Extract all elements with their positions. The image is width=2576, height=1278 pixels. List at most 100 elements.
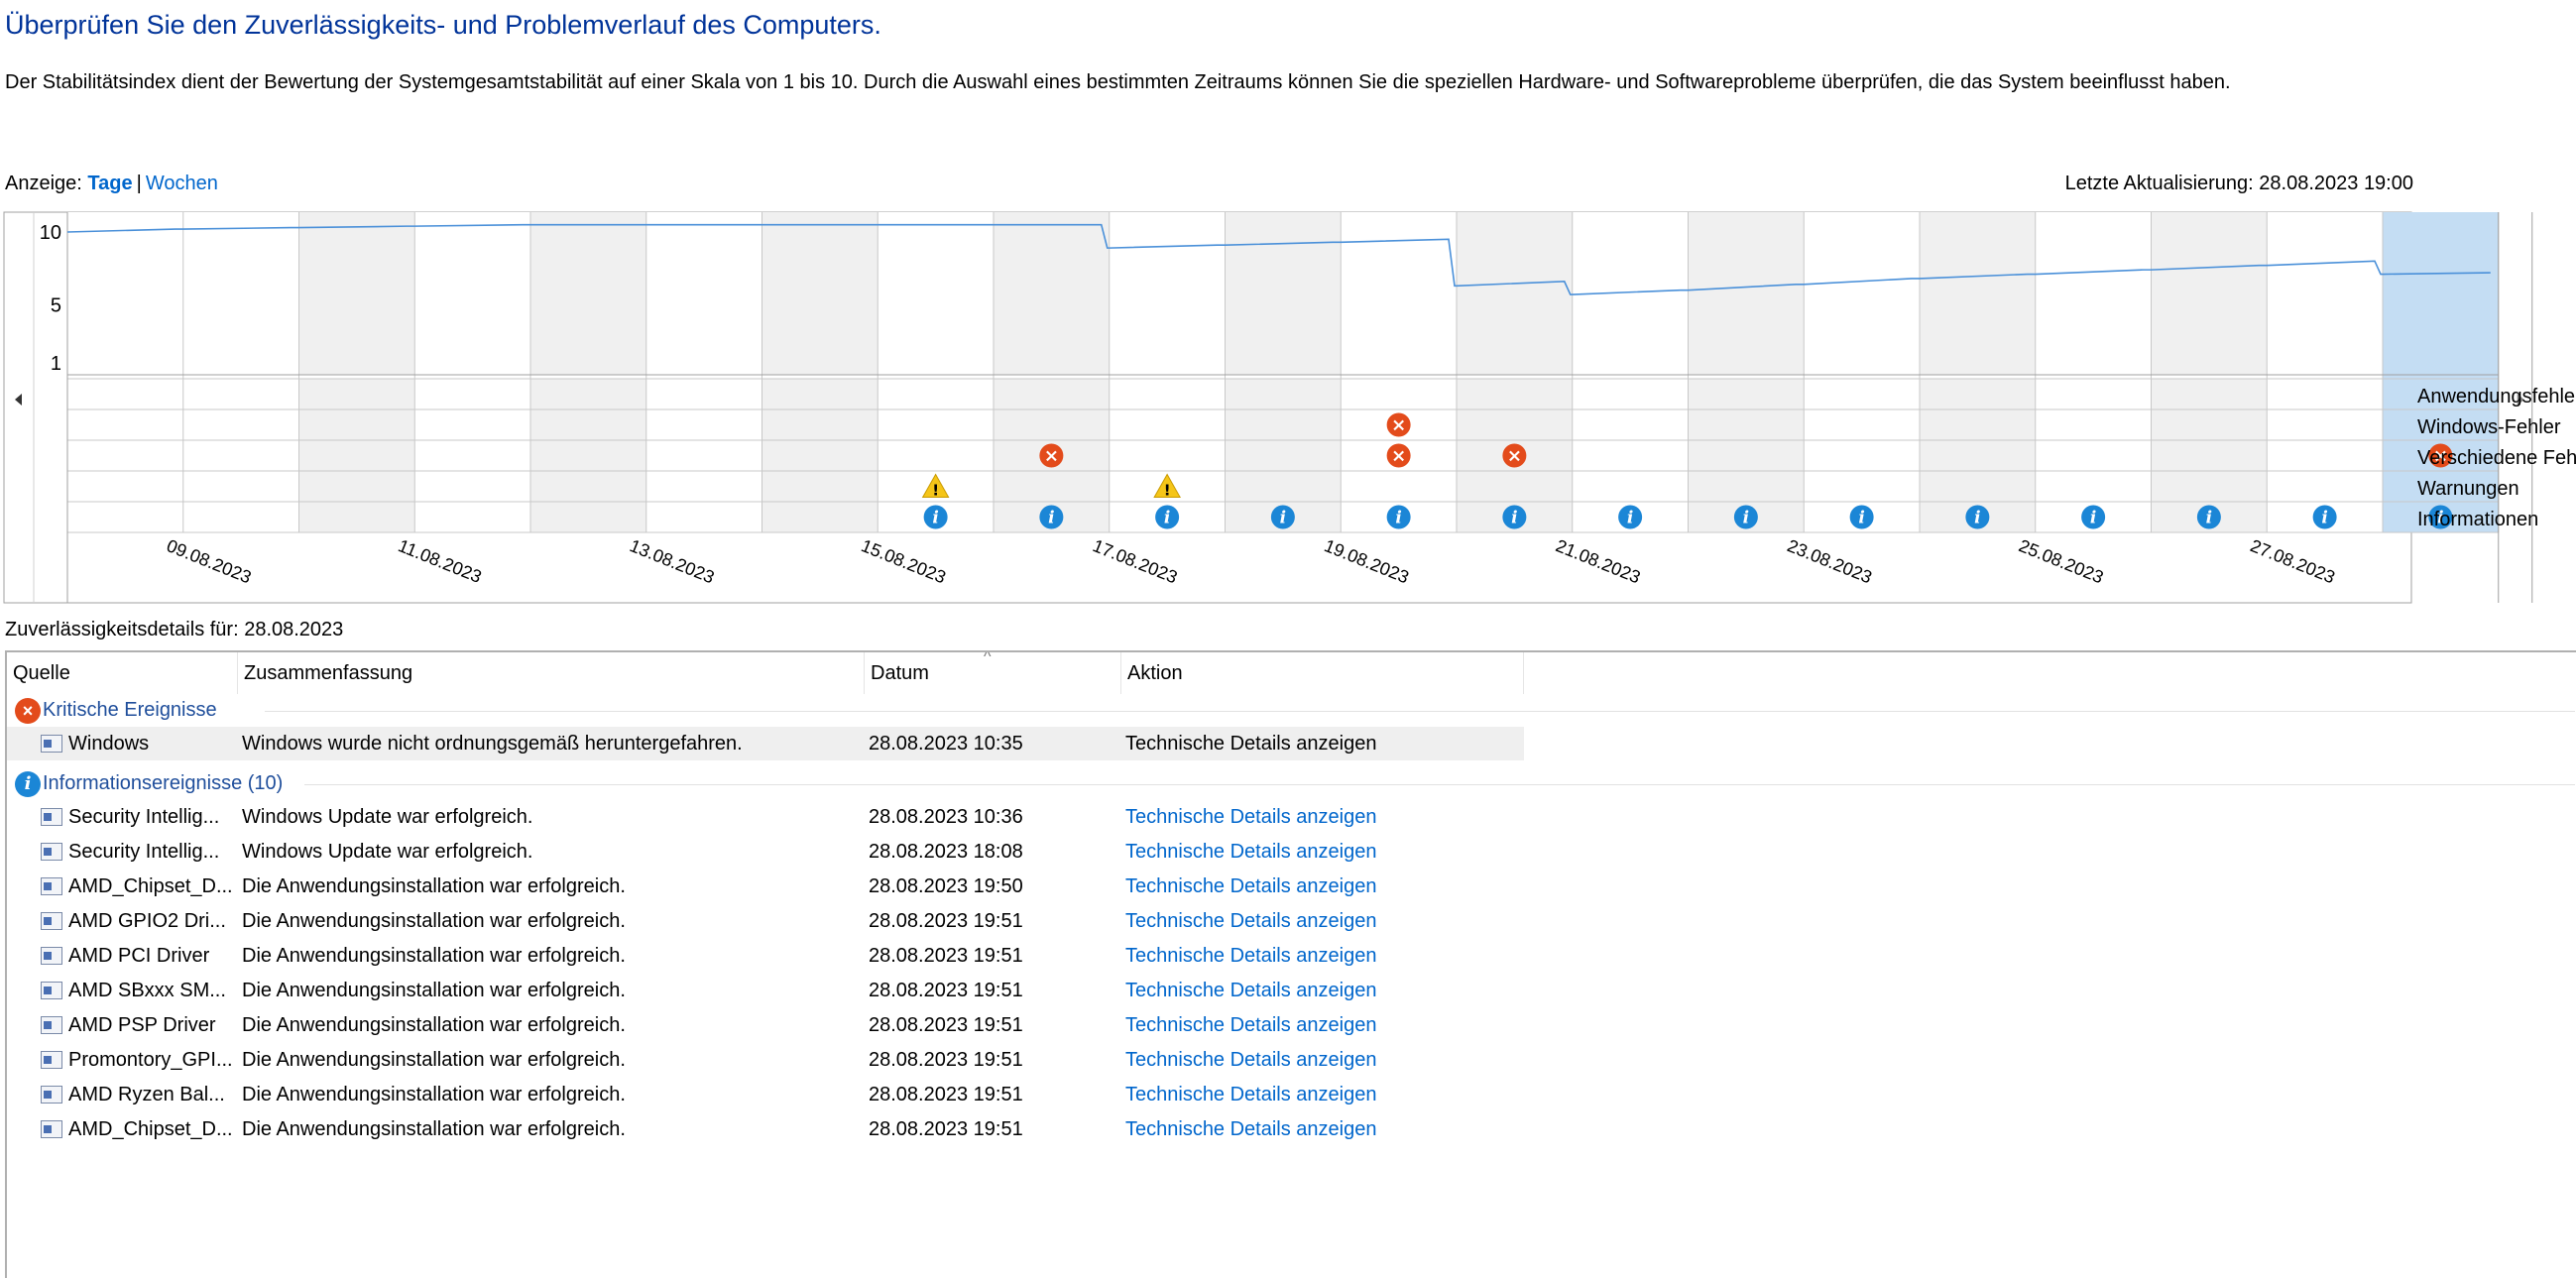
view-days-link[interactable]: Tage: [87, 173, 133, 194]
day-column: [645, 212, 762, 375]
group-divider: [265, 711, 2575, 712]
view-weeks-link[interactable]: Wochen: [145, 173, 218, 194]
row-summary: Die Anwendungsinstallation war erfolgrei…: [242, 980, 626, 1001]
day-column: [182, 212, 299, 375]
group-critical[interactable]: × Kritische Ereignisse: [15, 695, 217, 725]
row-date: 28.08.2023 19:51: [869, 910, 1023, 932]
event-row-label: Windows-Fehler: [2417, 416, 2561, 438]
info-event-mark: i: [1511, 509, 1517, 528]
col-source-header[interactable]: Quelle: [7, 652, 238, 694]
table-row[interactable]: Security Intellig... Windows Update war e…: [7, 835, 1524, 869]
y-tick-label: 10: [40, 222, 61, 244]
row-action-link[interactable]: Technische Details anzeigen: [1125, 980, 1377, 1001]
group-info[interactable]: i Informationsereignisse (10): [15, 768, 283, 798]
row-date: 28.08.2023 19:51: [869, 1118, 1023, 1140]
table-row[interactable]: Security Intellig... Windows Update war e…: [7, 800, 1524, 834]
day-column: [298, 212, 415, 375]
row-source: AMD PCI Driver: [68, 945, 210, 967]
row-action-link[interactable]: Technische Details anzeigen: [1125, 1084, 1377, 1105]
info-event-mark: i: [1627, 509, 1633, 528]
scroll-left-icon[interactable]: [15, 394, 22, 406]
row-date: 28.08.2023 19:51: [869, 980, 1023, 1001]
info-event-mark: i: [1164, 509, 1170, 528]
row-source: Security Intellig...: [68, 806, 220, 828]
info-event-icon: [1849, 505, 1874, 529]
group-info-label: Informationsereignisse (10): [43, 772, 284, 794]
stability-index-line: [66, 223, 2491, 295]
error-event-icon: [1039, 443, 1064, 468]
table-row[interactable]: AMD_Chipset_D... Die Anwendungsinstallati…: [7, 870, 1524, 903]
row-date: 28.08.2023 19:51: [869, 1084, 1023, 1105]
row-action-link[interactable]: Technische Details anzeigen: [1125, 945, 1377, 967]
info-event-icon: [2312, 505, 2337, 529]
table-row[interactable]: Promontory_GPI... Die Anwendungsinstallat…: [7, 1043, 1524, 1077]
row-date: 28.08.2023 19:51: [869, 1049, 1023, 1071]
info-event-mark: i: [2321, 509, 2327, 528]
day-column: [2267, 212, 2383, 375]
row-summary: Windows Update war erfolgreich.: [242, 841, 533, 863]
row-source: AMD_Chipset_D...: [68, 875, 233, 897]
details-table[interactable]: Quelle Zusammenfassung Datum Aktion ^ × K…: [5, 650, 2576, 1278]
application-icon: [41, 1086, 62, 1104]
table-row[interactable]: AMD_Chipset_D... Die Anwendungsinstallati…: [7, 1112, 1524, 1146]
table-row[interactable]: AMD GPIO2 Dri... Die Anwendungsinstallati…: [7, 904, 1524, 938]
col-date-header[interactable]: Datum: [865, 652, 1121, 694]
event-row-label: Warnungen: [2417, 478, 2519, 500]
day-column-events: [530, 379, 646, 532]
row-date: 28.08.2023 19:50: [869, 875, 1023, 897]
page-description: Der Stabilitätsindex dient der Bewertung…: [5, 71, 2231, 93]
col-action-header[interactable]: Aktion: [1121, 652, 1524, 694]
info-event-mark: i: [1743, 509, 1749, 528]
application-icon: [41, 912, 62, 930]
page-title: Überprüfen Sie den Zuverlässigkeits- und…: [5, 10, 881, 40]
day-column-events: [761, 379, 878, 532]
day-column: [878, 212, 994, 375]
row-action-link[interactable]: Technische Details anzeigen: [1125, 1118, 1377, 1140]
row-summary: Die Anwendungsinstallation war erfolgrei…: [242, 875, 626, 897]
event-row-label: Verschiedene Fehler: [2417, 447, 2576, 469]
row-summary: Die Anwendungsinstallation war erfolgrei…: [242, 1084, 626, 1105]
row-date: 28.08.2023 19:51: [869, 1014, 1023, 1036]
info-event-icon: [1155, 505, 1180, 529]
table-row[interactable]: AMD PCI Driver Die Anwendungsinstallation…: [7, 939, 1524, 973]
sort-ascending-icon: ^: [984, 650, 992, 665]
info-event-mark: i: [2090, 509, 2096, 528]
application-icon: [41, 877, 62, 895]
info-event-icon: [1618, 505, 1643, 529]
col-summary-header[interactable]: Zusammenfassung: [238, 652, 865, 694]
row-action-link[interactable]: Technische Details anzeigen: [1125, 910, 1377, 932]
view-selector: Anzeige: Tage | Wochen: [5, 173, 218, 195]
row-action-link[interactable]: Technische Details anzeigen: [1125, 733, 1377, 755]
row-source: AMD PSP Driver: [68, 1014, 216, 1036]
scroll-right-icon[interactable]: [2517, 394, 2524, 406]
table-row[interactable]: AMD PSP Driver Die Anwendungsinstallation…: [7, 1008, 1524, 1042]
row-source: AMD SBxxx SM...: [68, 980, 226, 1001]
info-icon: i: [15, 770, 41, 797]
row-action-link[interactable]: Technische Details anzeigen: [1125, 841, 1377, 863]
day-column: [1341, 212, 1457, 375]
row-summary: Windows wurde nicht ordnungsgemäß herunt…: [242, 733, 743, 755]
error-icon: ×: [15, 697, 41, 724]
details-label: Zuverlässigkeitsdetails für: 28.08.2023: [5, 619, 344, 640]
info-event-icon: [1733, 505, 1758, 529]
row-action-link[interactable]: Technische Details anzeigen: [1125, 1014, 1377, 1036]
table-row[interactable]: AMD SBxxx SM... Die Anwendungsinstallatio…: [7, 974, 1524, 1007]
info-event-icon: [1270, 505, 1295, 529]
table-row[interactable]: AMD Ryzen Bal... Die Anwendungsinstallati…: [7, 1078, 1524, 1111]
row-action-link[interactable]: Technische Details anzeigen: [1125, 1049, 1377, 1071]
y-tick-label: 1: [51, 353, 61, 375]
table-row[interactable]: Windows Windows wurde nicht ordnungsgemäß…: [7, 727, 1524, 760]
application-icon: [41, 1120, 62, 1138]
group-divider: [304, 784, 2575, 785]
error-event-mark: ×: [1507, 446, 1522, 467]
row-source: Promontory_GPI...: [68, 1049, 233, 1071]
day-column: [67, 212, 183, 375]
application-icon: [41, 947, 62, 965]
row-source: Security Intellig...: [68, 841, 220, 863]
day-column: [2151, 212, 2268, 375]
day-column: [1109, 212, 1226, 375]
row-action-link[interactable]: Technische Details anzeigen: [1125, 806, 1377, 828]
row-action-link[interactable]: Technische Details anzeigen: [1125, 875, 1377, 897]
info-event-icon: [2196, 505, 2221, 529]
